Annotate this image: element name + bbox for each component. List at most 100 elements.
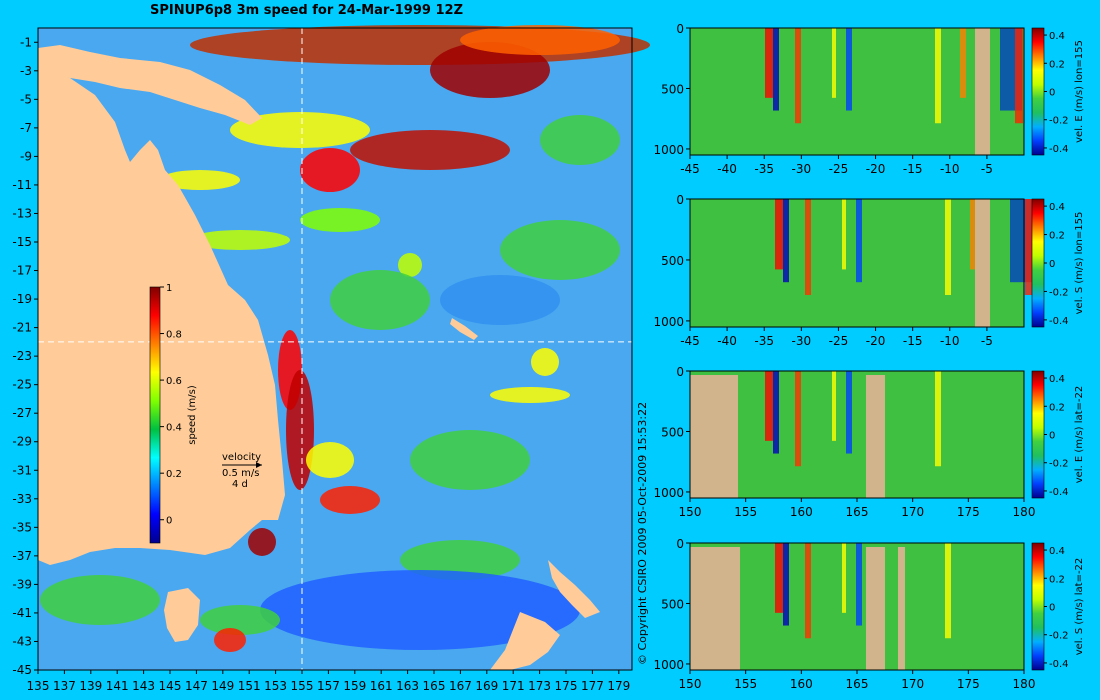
velocity-key-label: velocity <box>222 452 261 463</box>
speed-feature <box>460 25 620 55</box>
section-colorbar-tick-label: -0.2 <box>1049 287 1069 298</box>
section-x-tick-label: -25 <box>829 334 849 348</box>
section-x-tick-label: 180 <box>1013 505 1036 519</box>
section-y-tick-label: 500 <box>661 597 684 611</box>
speed-feature <box>306 442 354 478</box>
section-colorbar-tick-label: -0.4 <box>1049 144 1069 155</box>
section-y-tick-label: 0 <box>676 193 684 207</box>
map-x-tick-label: 135 <box>27 679 50 693</box>
map-y-tick-label: -23 <box>12 349 32 363</box>
speed-feature <box>531 348 559 376</box>
section-band <box>856 543 862 626</box>
section-x-tick-label: 180 <box>1013 677 1036 691</box>
speed-feature <box>490 387 570 403</box>
map-x-tick-label: 169 <box>475 679 498 693</box>
map-y-tick-label: -37 <box>12 549 32 563</box>
speed-feature <box>190 230 290 250</box>
section-colorbar-tick-label: -0.4 <box>1049 659 1069 670</box>
section-x-tick-label: 155 <box>734 505 757 519</box>
section-colorbar-tick-label: 0.2 <box>1049 402 1065 413</box>
section-band <box>773 371 779 454</box>
section-colorbar-tick-label: 0.2 <box>1049 231 1065 242</box>
map-x-tick-label: 157 <box>317 679 340 693</box>
section-y-tick-label: 500 <box>661 425 684 439</box>
section-3: 150 155 160 165 170 175 180 0 500 1000 0.4 0.2 0 -0.2… <box>653 365 1085 519</box>
speed-feature <box>300 148 360 192</box>
section-y-tick-label: 1000 <box>653 315 684 329</box>
section-colorbar-label: vel. E (m/s) lon=155 <box>1074 40 1085 143</box>
section-field <box>690 28 1024 155</box>
figure-title: SPINUP6p8 3m speed for 24-Mar-1999 12Z <box>150 3 463 18</box>
map-x-tick-label: 177 <box>581 679 604 693</box>
section-y-tick-label: 1000 <box>653 143 684 157</box>
speed-feature <box>540 115 620 165</box>
map-x-axis: 135 137 139 141 143 145 147 149 151 153 155 157 159 1… <box>27 670 630 693</box>
section-x-tick-label: -40 <box>717 162 737 176</box>
speed-feature <box>200 605 280 635</box>
map-x-tick-label: 153 <box>264 679 287 693</box>
velocity-key-arrowhead <box>256 462 262 468</box>
section-band <box>970 199 976 270</box>
map-y-tick-label: -3 <box>20 64 32 78</box>
section-y-tick-label: 1000 <box>653 486 684 500</box>
section-colorbar-tick-label: 0.4 <box>1049 374 1065 385</box>
map-x-tick-label: 161 <box>370 679 393 693</box>
speed-feature <box>330 270 430 330</box>
section-band <box>765 28 773 98</box>
section-colorbar-label: vel. E (m/s) lat=-22 <box>1074 386 1085 484</box>
map-y-tick-label: -17 <box>12 264 32 278</box>
map-y-tick-label: -25 <box>12 378 32 392</box>
speed-feature <box>160 170 240 190</box>
speed-feature <box>430 42 550 98</box>
section-colorbar-tick-label: 0.4 <box>1049 31 1065 42</box>
map-y-tick-label: -43 <box>12 634 32 648</box>
map-x-tick-label: 163 <box>396 679 419 693</box>
section-band <box>805 543 811 639</box>
speed-colorbar-tick-label: 0.2 <box>166 469 182 480</box>
section-band <box>856 199 862 283</box>
section-band <box>842 199 846 270</box>
australia-land <box>38 72 285 565</box>
section-x-tick-label: -10 <box>940 162 960 176</box>
map-x-tick-label: 159 <box>343 679 366 693</box>
section-colorbar-tick-label: 0 <box>1049 603 1055 614</box>
speed-feature <box>248 528 276 556</box>
speed-feature <box>410 430 530 490</box>
section-x-tick-label: 150 <box>679 677 702 691</box>
section-x-tick-label: 170 <box>901 505 924 519</box>
section-band <box>795 28 801 124</box>
tasmania-land <box>164 588 200 642</box>
map-x-tick-label: 149 <box>211 679 234 693</box>
section-x-tick-label: -35 <box>754 162 774 176</box>
section-x-tick-label: -45 <box>680 334 700 348</box>
section-1: -45 -40 -35 -30 -25 -20 -15 -10 -5 0 500 1000 0.4 0.2… <box>653 22 1085 176</box>
map-y-axis: -1 -3 -5 -7 -9 -11 -13 -15 -17 -19 -21 -23 -25 -27 -29… <box>12 35 38 677</box>
section-colorbar-tick-label: -0.4 <box>1049 316 1069 327</box>
section-x-tick-label: 160 <box>790 505 813 519</box>
section-x-tick-label: -30 <box>792 162 812 176</box>
speed-feature <box>400 540 520 580</box>
section-colorbar-tick-label: 0.4 <box>1049 202 1065 213</box>
speed-feature <box>350 130 510 170</box>
section-colorbar-tick-label: 0 <box>1049 88 1055 99</box>
map-y-tick-label: -31 <box>12 463 32 477</box>
section-frame <box>689 27 1025 156</box>
section-band <box>783 543 789 626</box>
map-speed-field <box>40 25 650 652</box>
speed-colorbar-label: speed (m/s) <box>187 385 198 445</box>
section-colorbar-tick-label: 0 <box>1049 431 1055 442</box>
map-y-tick-label: -19 <box>12 292 32 306</box>
map-x-tick-label: 139 <box>79 679 102 693</box>
map-x-tick-label: 173 <box>528 679 551 693</box>
map-x-tick-label: 151 <box>238 679 261 693</box>
map-x-tick-label: 171 <box>502 679 525 693</box>
section-band <box>832 371 836 441</box>
section-x-tick-label: -5 <box>981 162 993 176</box>
new-guinea-land <box>38 45 262 125</box>
map-y-tick-label: -27 <box>12 406 32 420</box>
section-x-tick-label: -45 <box>680 162 700 176</box>
speed-feature <box>40 575 160 625</box>
section-band <box>775 543 783 613</box>
section-x-tick-label: -30 <box>792 334 812 348</box>
section-x-tick-label: -5 <box>981 334 993 348</box>
